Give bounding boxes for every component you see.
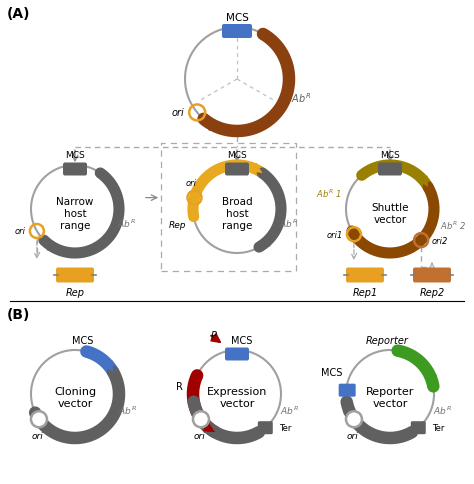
Text: Reporter
vector: Reporter vector: [366, 386, 414, 408]
Text: Rep2: Rep2: [419, 287, 445, 297]
Text: MCS: MCS: [227, 151, 247, 160]
FancyBboxPatch shape: [225, 163, 249, 176]
Text: MCS: MCS: [231, 335, 253, 345]
Circle shape: [31, 411, 47, 427]
Text: $Ab^R$ 1: $Ab^R$ 1: [316, 187, 341, 200]
Text: ori: ori: [193, 431, 205, 440]
Text: ori: ori: [172, 108, 184, 118]
Text: (A): (A): [6, 7, 30, 21]
Text: $Ab^R$: $Ab^R$: [280, 404, 299, 416]
Text: (B): (B): [6, 307, 30, 321]
Text: MCS: MCS: [321, 367, 343, 378]
Text: Rep: Rep: [65, 287, 84, 297]
FancyBboxPatch shape: [411, 422, 426, 434]
FancyBboxPatch shape: [222, 25, 252, 39]
Text: MCS: MCS: [380, 151, 400, 160]
Text: $Ab^R$: $Ab^R$: [279, 217, 298, 230]
Text: $Ab^R$: $Ab^R$: [117, 217, 136, 230]
Circle shape: [193, 411, 209, 427]
Text: ori: ori: [31, 431, 43, 440]
Text: $Ab^R$ 2: $Ab^R$ 2: [440, 219, 466, 232]
Text: MCS: MCS: [73, 335, 94, 345]
Text: ori: ori: [15, 227, 26, 236]
Text: Broad
host
range: Broad host range: [222, 197, 252, 230]
Text: R: R: [176, 381, 183, 391]
Text: ori: ori: [346, 431, 358, 440]
FancyBboxPatch shape: [258, 422, 273, 434]
FancyBboxPatch shape: [413, 268, 451, 283]
FancyBboxPatch shape: [63, 163, 87, 176]
Text: Ter: Ter: [279, 424, 292, 432]
Text: Reporter: Reporter: [365, 335, 409, 345]
Text: $Ab^R$: $Ab^R$: [433, 404, 451, 416]
Text: Expression
vector: Expression vector: [207, 386, 267, 408]
Text: P: P: [211, 330, 217, 340]
FancyBboxPatch shape: [346, 268, 384, 283]
Text: MCS: MCS: [65, 151, 85, 160]
Text: Narrow
host
range: Narrow host range: [56, 197, 94, 230]
FancyBboxPatch shape: [56, 268, 94, 283]
Text: $Ab^R$: $Ab^R$: [118, 404, 137, 416]
Text: ori: ori: [186, 178, 197, 187]
Text: MCS: MCS: [226, 13, 248, 23]
Text: ori2: ori2: [431, 236, 447, 245]
Text: Ter: Ter: [432, 424, 445, 432]
Text: $Ab^R$: $Ab^R$: [291, 91, 311, 105]
FancyBboxPatch shape: [225, 348, 249, 361]
FancyBboxPatch shape: [338, 384, 356, 397]
Text: ori1: ori1: [327, 230, 343, 239]
Text: Rep1: Rep1: [352, 287, 378, 297]
FancyBboxPatch shape: [378, 163, 402, 176]
Text: Rep: Rep: [168, 221, 186, 230]
Circle shape: [346, 411, 362, 427]
Text: Cloning
vector: Cloning vector: [54, 386, 96, 408]
Text: Shuttle
vector: Shuttle vector: [371, 203, 409, 225]
